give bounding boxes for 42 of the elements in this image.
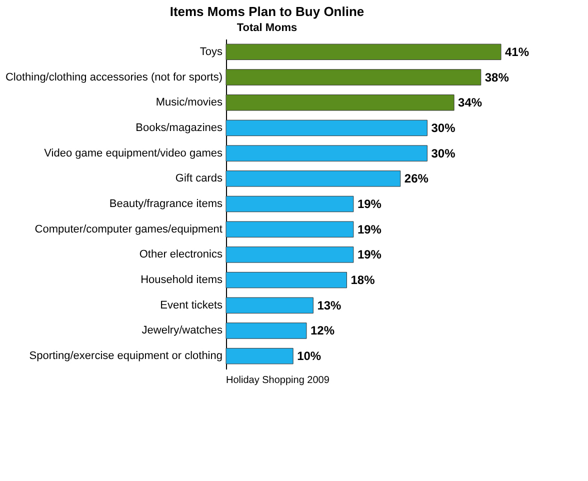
y-tick-label: Toys: [200, 46, 223, 58]
text: Holiday Shopping 2009: [226, 375, 330, 386]
bar: [226, 196, 354, 212]
data-label: 19%: [357, 222, 382, 236]
data-label: 30%: [431, 120, 456, 135]
data-label: 10%: [297, 349, 322, 364]
y-tick-label: Event tickets: [160, 299, 223, 312]
chart-subtitle: Total Moms: [236, 22, 298, 34]
data-label: 19%: [357, 248, 382, 262]
y-tick-label: Sporting/exercise equipment or clothing: [29, 350, 222, 362]
y-tick-label: Beauty/fragrance items: [109, 198, 223, 210]
data-label: 19%: [357, 197, 382, 211]
data-label: 41%: [505, 44, 530, 59]
data-label: 13%: [317, 298, 342, 312]
y-tick-label: Gift cards: [175, 172, 223, 185]
bar: [226, 297, 314, 314]
y-tick-label: Music/movies: [156, 96, 223, 109]
bar: [226, 120, 428, 136]
y-tick-label: Books/magazines: [136, 122, 223, 134]
data-label: 34%: [458, 96, 482, 110]
data-label: 30%: [431, 146, 456, 160]
bar: [226, 322, 307, 339]
y-tick-label: Computer/computer games/equipment: [34, 223, 222, 236]
data-label: 18%: [350, 273, 376, 288]
y-tick-label: Clothing/clothing accessories (not for sports): [5, 71, 222, 84]
data-label: 26%: [404, 172, 429, 186]
data-label: 38%: [484, 70, 510, 84]
bar: [226, 272, 347, 288]
bar: [226, 246, 354, 263]
y-tick-label: Household items: [140, 274, 223, 286]
bar: [226, 170, 401, 187]
bar: [226, 69, 482, 86]
y-tick-label: Video game equipment/video games: [44, 147, 223, 160]
bar: [226, 348, 294, 364]
y-tick-label: Jewelry/watches: [142, 324, 223, 337]
bar: [226, 145, 428, 162]
data-label: 12%: [310, 324, 335, 338]
y-tick-label: Other electronics: [139, 248, 223, 261]
chart-title: Items Moms Plan to Buy Online: [170, 4, 364, 19]
bar: [226, 44, 502, 60]
bar: [226, 94, 454, 111]
bar: [226, 221, 354, 238]
